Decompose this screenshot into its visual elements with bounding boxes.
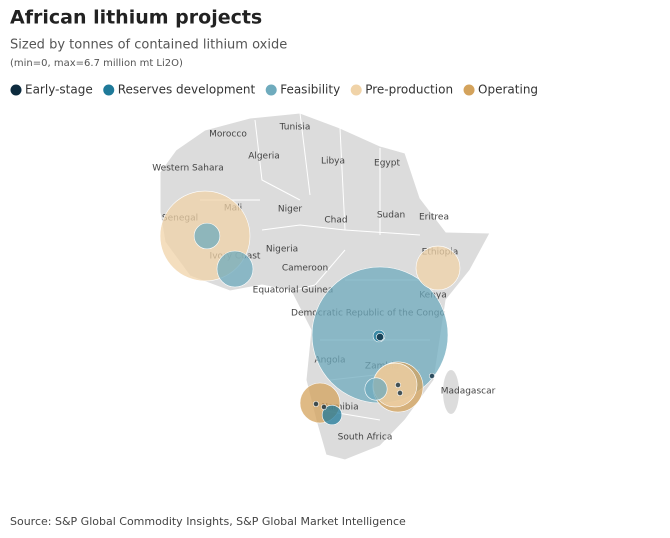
project-bubble <box>397 390 403 396</box>
project-bubble <box>429 373 435 379</box>
source: Source: S&P Global Commodity Insights, S… <box>10 515 406 528</box>
legend-label: Reserves development <box>118 83 256 97</box>
project-bubble <box>321 404 327 410</box>
project-bubble <box>364 377 388 401</box>
legend-swatch <box>463 84 475 96</box>
legend-label: Operating <box>478 83 538 97</box>
country-label: Eritrea <box>419 213 449 223</box>
project-bubble <box>216 250 254 288</box>
note: (min=0, max=6.7 million mt Li2O) <box>10 58 183 69</box>
project-bubble <box>321 404 343 426</box>
legend-swatch <box>103 84 115 96</box>
country-label: Niger <box>278 205 302 215</box>
project-bubble <box>415 245 461 291</box>
country-label: Algeria <box>248 152 280 162</box>
legend-label: Pre-production <box>365 83 453 97</box>
project-bubble <box>395 382 401 388</box>
legend-swatch <box>265 84 277 96</box>
country-label: Nigeria <box>266 245 298 255</box>
title: African lithium projects <box>10 7 262 29</box>
country-label: Namibia <box>321 403 358 413</box>
country-label: Cameroon <box>282 264 328 274</box>
country-label: Tunisia <box>279 123 311 133</box>
legend-label: Feasibility <box>280 83 340 97</box>
legend-label: Early-stage <box>25 83 93 97</box>
country-label: Equatorial Guinea <box>253 286 334 296</box>
country-label: Morocco <box>209 130 247 140</box>
legend-swatch <box>350 84 362 96</box>
legend-swatch <box>10 84 22 96</box>
subtitle: Sized by tonnes of contained lithium oxi… <box>10 38 287 53</box>
project-bubble <box>313 401 319 407</box>
country-label: Libya <box>321 157 345 167</box>
country-label: Egypt <box>374 159 400 169</box>
madagascar <box>443 370 459 414</box>
project-bubble <box>193 222 221 250</box>
country-label: South Africa <box>338 433 393 443</box>
country-label: Chad <box>324 216 347 226</box>
project-bubble <box>375 332 385 342</box>
country-label: Western Sahara <box>152 164 223 174</box>
country-label: Madagascar <box>441 387 496 397</box>
country-label: Sudan <box>377 211 405 221</box>
